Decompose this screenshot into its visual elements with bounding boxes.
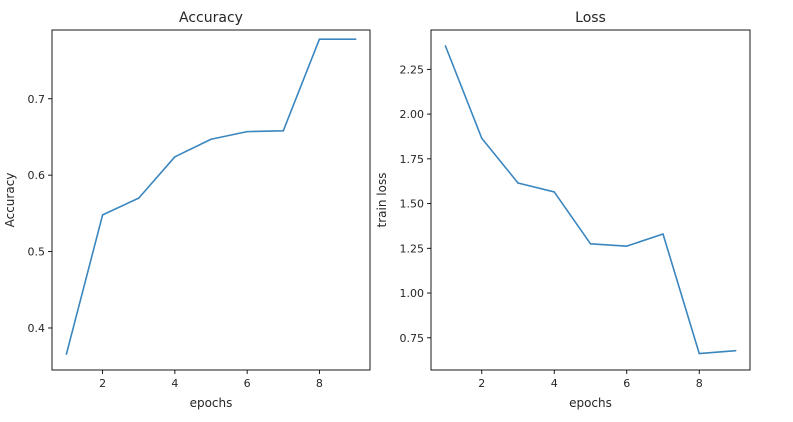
- loss-y-tick-label: 2.00: [400, 108, 425, 121]
- loss-data-point: [698, 352, 701, 355]
- accuracy-data-point: [137, 197, 140, 199]
- accuracy-chart-title: Accuracy: [179, 10, 243, 26]
- loss-plot-frame: [430, 29, 751, 371]
- loss-data-point: [734, 349, 737, 352]
- accuracy-data-point: [354, 38, 357, 40]
- accuracy-data-point: [318, 38, 321, 40]
- accuracy-data-point: [210, 138, 212, 141]
- loss-y-tick-label: 1.50: [400, 198, 425, 211]
- loss-data-point: [517, 182, 519, 184]
- loss-y-tick-label: 2.25: [400, 63, 425, 76]
- accuracy-data-point: [65, 353, 68, 355]
- loss-x-tick-label: 2: [478, 377, 485, 390]
- accuracy-x-tick-label: 6: [244, 377, 251, 390]
- accuracy-data-point: [101, 214, 104, 216]
- loss-x-tick-label: 8: [696, 377, 703, 390]
- loss-data-point: [553, 191, 556, 193]
- accuracy-data-point: [174, 156, 176, 158]
- accuracy-data-point: [282, 130, 285, 132]
- loss-y-axis-label: train loss: [375, 173, 389, 228]
- loss-data-point: [625, 245, 628, 247]
- loss-x-tick-label: 4: [551, 377, 558, 390]
- loss-chart: 2 4 6 8 0.75 1.00 1.25 1.50 1.75 2.00 2.25 Loss epoc…: [375, 10, 751, 410]
- accuracy-x-tick-label: 4: [171, 377, 178, 390]
- loss-series-line: [444, 45, 737, 355]
- loss-data-point: [589, 243, 592, 245]
- accuracy-y-tick-label: 0.5: [28, 246, 46, 259]
- accuracy-plot-frame: [51, 29, 371, 371]
- accuracy-x-tick-label: 8: [316, 377, 323, 390]
- accuracy-y-axis-label: Accuracy: [3, 173, 17, 228]
- loss-data-point: [662, 233, 664, 235]
- accuracy-y-tick-label: 0.7: [28, 93, 46, 106]
- accuracy-x-tick-label: 2: [99, 377, 106, 390]
- loss-x-axis-label: epochs: [569, 396, 612, 410]
- loss-y-tick-label: 1.25: [400, 242, 425, 255]
- accuracy-y-tick-label: 0.6: [28, 169, 46, 182]
- accuracy-series-line: [65, 38, 357, 355]
- loss-chart-title: Loss: [575, 10, 606, 26]
- loss-y-tick-label: 1.00: [400, 287, 425, 300]
- accuracy-x-axis-label: epochs: [190, 396, 233, 410]
- loss-data-point: [444, 45, 447, 47]
- loss-y-tick-label: 1.75: [400, 153, 425, 166]
- loss-y-tick-label: 0.75: [400, 332, 425, 345]
- accuracy-y-tick-label: 0.4: [28, 322, 46, 335]
- loss-data-point: [480, 137, 483, 140]
- loss-x-tick-label: 6: [623, 377, 630, 390]
- accuracy-data-point: [246, 130, 248, 133]
- accuracy-chart: 2 4 6 8 0.4 0.5 0.6 0.7 Accuracy epochs Accuracy: [3, 10, 371, 410]
